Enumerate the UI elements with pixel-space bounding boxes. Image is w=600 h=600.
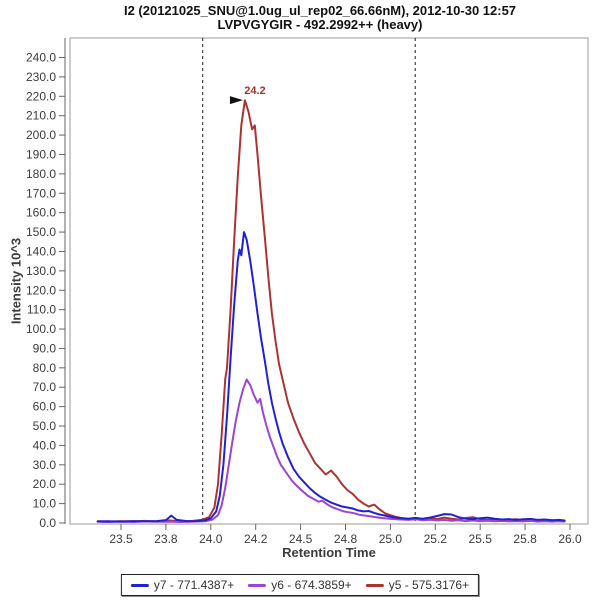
y-tick-label: 180.0 xyxy=(26,167,56,181)
y-tick-label: 80.0 xyxy=(33,361,57,375)
legend-label-y6: y6 - 674.3859+ xyxy=(271,578,352,592)
legend-item-y5: y5 - 575.3176+ xyxy=(365,578,470,592)
y-tick-label: 10.0 xyxy=(33,497,57,511)
x-tick-label: 26.0 xyxy=(558,532,582,546)
x-tick-label: 24.8 xyxy=(334,532,358,546)
x-tick-label: 25.0 xyxy=(379,532,403,546)
y-tick-label: 60.0 xyxy=(33,400,57,414)
y-tick-label: 150.0 xyxy=(26,225,56,239)
y-tick-label: 200.0 xyxy=(26,128,56,142)
y-tick-label: 120.0 xyxy=(26,283,56,297)
y-tick-label: 130.0 xyxy=(26,264,56,278)
y-tick-label: 140.0 xyxy=(26,244,56,258)
y-tick-label: 170.0 xyxy=(26,186,56,200)
legend: y7 - 771.4387+ y6 - 674.3859+ y5 - 575.3… xyxy=(120,574,480,596)
x-tick-label: 25.2 xyxy=(424,532,448,546)
y-tick-label: 90.0 xyxy=(33,341,57,355)
chart-title-peptide: LVPVGYGIR - 492.2992++ (heavy) xyxy=(217,17,423,32)
chart-title-replicate: I2 (20121025_SNU@1.0ug_ul_rep02_66.66nM)… xyxy=(123,3,517,18)
y-tick-label: 220.0 xyxy=(26,89,56,103)
trace-y7[interactable] xyxy=(96,231,566,523)
x-axis-label: Retention Time xyxy=(282,545,376,560)
y-tick-label: 20.0 xyxy=(33,477,57,491)
y-tick-label: 110.0 xyxy=(27,303,56,317)
y-tick-label: 70.0 xyxy=(33,380,57,394)
y6-color-swatch xyxy=(248,583,267,587)
y-tick-label: 190.0 xyxy=(26,147,56,161)
y-tick-label: 210.0 xyxy=(26,109,56,123)
legend-item-y6: y6 - 674.3859+ xyxy=(248,578,352,592)
y5-color-swatch xyxy=(365,583,384,587)
y-tick-label: 230.0 xyxy=(26,70,56,84)
y7-color-swatch xyxy=(130,583,149,587)
y-tick-label: 100.0 xyxy=(26,322,56,336)
y-tick-label: 160.0 xyxy=(26,206,56,220)
y-tick-label: 50.0 xyxy=(33,419,57,433)
x-tick-label: 23.8 xyxy=(154,532,178,546)
id-time-arrow-icon xyxy=(229,96,243,105)
x-tick-label: 25.5 xyxy=(469,532,493,546)
y-tick-label: 40.0 xyxy=(33,438,57,452)
x-tick-label: 24.0 xyxy=(199,532,223,546)
legend-label-y7: y7 - 771.4387+ xyxy=(153,578,235,592)
x-tick-label: 24.2 xyxy=(244,532,268,546)
x-tick-label: 23.5 xyxy=(109,532,133,546)
x-tick-label: 25.8 xyxy=(513,532,537,546)
y-tick-label: 240.0 xyxy=(26,51,56,65)
plot-frame xyxy=(69,37,589,525)
y-axis-label: Intensity 10^3 xyxy=(8,237,24,325)
x-tick-label: 24.5 xyxy=(289,532,313,546)
y-tick-label: 30.0 xyxy=(33,458,57,472)
legend-label-y5: y5 - 575.3176+ xyxy=(388,578,470,592)
y-tick-label: 0.0 xyxy=(39,516,56,530)
peak-rt-annotation[interactable]: 24.2 xyxy=(244,85,265,97)
legend-item-y7: y7 - 771.4387+ xyxy=(130,578,235,592)
trace-y6[interactable] xyxy=(96,378,566,523)
